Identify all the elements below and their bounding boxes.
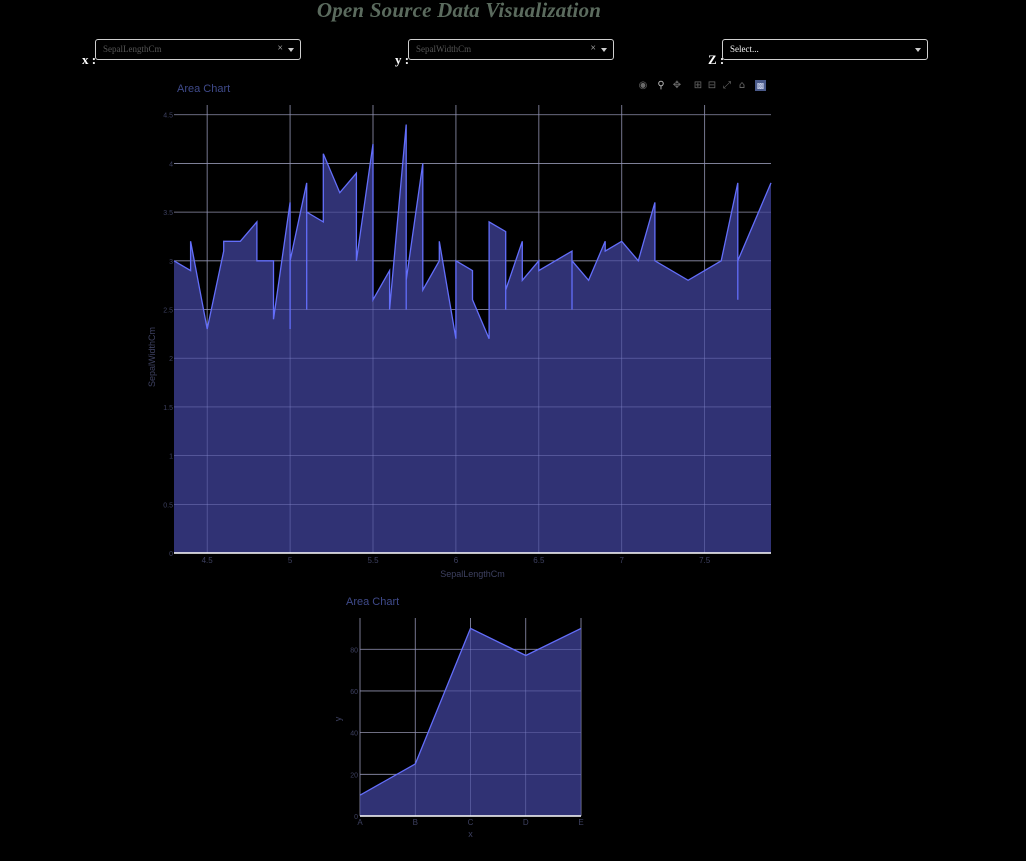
z-axis-select-placeholder: Select... bbox=[730, 44, 759, 54]
zoom-out-icon[interactable]: ⊟ bbox=[707, 80, 717, 91]
z-control-label: Z : bbox=[708, 52, 725, 67]
x-axis-select-value: SepalLengthCm bbox=[103, 44, 162, 54]
y-control-label: y : bbox=[395, 52, 410, 67]
chevron-down-icon[interactable] bbox=[288, 48, 294, 52]
y-tick-label: 3.5 bbox=[163, 210, 173, 217]
y-tick-label: 20 bbox=[350, 772, 358, 779]
y-axis-label: y bbox=[333, 716, 343, 721]
clear-x-icon[interactable]: × bbox=[277, 43, 283, 54]
x-tick-label: 7 bbox=[620, 556, 625, 565]
autoscale-icon[interactable]: ⤢ bbox=[723, 80, 731, 91]
x-axis-select[interactable]: SepalLengthCm × bbox=[95, 39, 301, 60]
y-tick-label: 0 bbox=[169, 551, 173, 558]
chevron-down-icon[interactable] bbox=[601, 48, 607, 52]
clear-y-icon[interactable]: × bbox=[590, 43, 596, 54]
zoom-in-icon[interactable]: ⊞ bbox=[693, 80, 703, 91]
x-axis-label: SepalLengthCm bbox=[440, 569, 505, 579]
x-tick-label: A bbox=[357, 818, 363, 827]
zoom-icon[interactable]: ⚲ bbox=[657, 80, 665, 91]
y-tick-label: 4.5 bbox=[163, 113, 173, 120]
y-tick-label: 0.5 bbox=[163, 502, 173, 509]
pan-icon[interactable]: ✥ bbox=[672, 80, 682, 91]
x-tick-label: C bbox=[468, 818, 474, 827]
x-control-label: x : bbox=[82, 52, 97, 67]
chart-title: Area Chart bbox=[177, 83, 230, 95]
x-tick-label: E bbox=[578, 818, 583, 827]
y-tick-label: 2.5 bbox=[163, 308, 173, 315]
y-tick-label: 60 bbox=[350, 689, 358, 696]
camera-icon[interactable]: ◉ bbox=[638, 80, 648, 91]
plotly-logo-icon[interactable]: ▩ bbox=[755, 80, 766, 91]
x-tick-label: 5 bbox=[288, 556, 293, 565]
chevron-down-icon[interactable] bbox=[915, 48, 921, 52]
series-line bbox=[173, 124, 772, 339]
z-axis-select[interactable]: Select... bbox=[722, 39, 928, 60]
chart-title: Area Chart bbox=[346, 596, 399, 608]
y-tick-label: 40 bbox=[350, 731, 358, 738]
category-area-chart[interactable]: Area Chart A B C D E 0 20 40 60 80 x y bbox=[325, 590, 595, 845]
y-axis-label: SepalWidthCm bbox=[147, 327, 157, 387]
y-tick-label: 3 bbox=[169, 259, 173, 266]
x-tick-label: 6.5 bbox=[533, 556, 545, 565]
y-axis-select[interactable]: SepalWidthCm × bbox=[408, 39, 614, 60]
page-title: Open Source Data Visualization bbox=[316, 0, 602, 22]
x-tick-label: B bbox=[413, 818, 418, 827]
y-tick-label: 2 bbox=[169, 356, 173, 363]
y-tick-label: 1 bbox=[169, 454, 173, 461]
x-tick-label: 7.5 bbox=[699, 556, 711, 565]
x-axis-label: x bbox=[468, 829, 473, 839]
y-tick-label: 1.5 bbox=[163, 405, 173, 412]
reset-axes-icon[interactable]: ⌂ bbox=[738, 80, 746, 91]
x-tick-label: D bbox=[523, 818, 529, 827]
x-tick-label: 5.5 bbox=[367, 556, 379, 565]
y-tick-label: 80 bbox=[350, 647, 358, 654]
main-area-chart[interactable]: Area Chart 4.5 5 5.5 6 6.5 7 7.5 0 0.5 1 1.5 2 2.5 3 3.… bbox=[140, 75, 780, 585]
series-line bbox=[359, 627, 582, 796]
area-fill bbox=[174, 124, 771, 553]
x-tick-label: 4.5 bbox=[202, 556, 214, 565]
x-tick-label: 6 bbox=[454, 556, 459, 565]
y-tick-label: 0 bbox=[354, 814, 358, 821]
y-tick-label: 4 bbox=[169, 161, 173, 168]
y-axis-select-value: SepalWidthCm bbox=[416, 44, 472, 54]
